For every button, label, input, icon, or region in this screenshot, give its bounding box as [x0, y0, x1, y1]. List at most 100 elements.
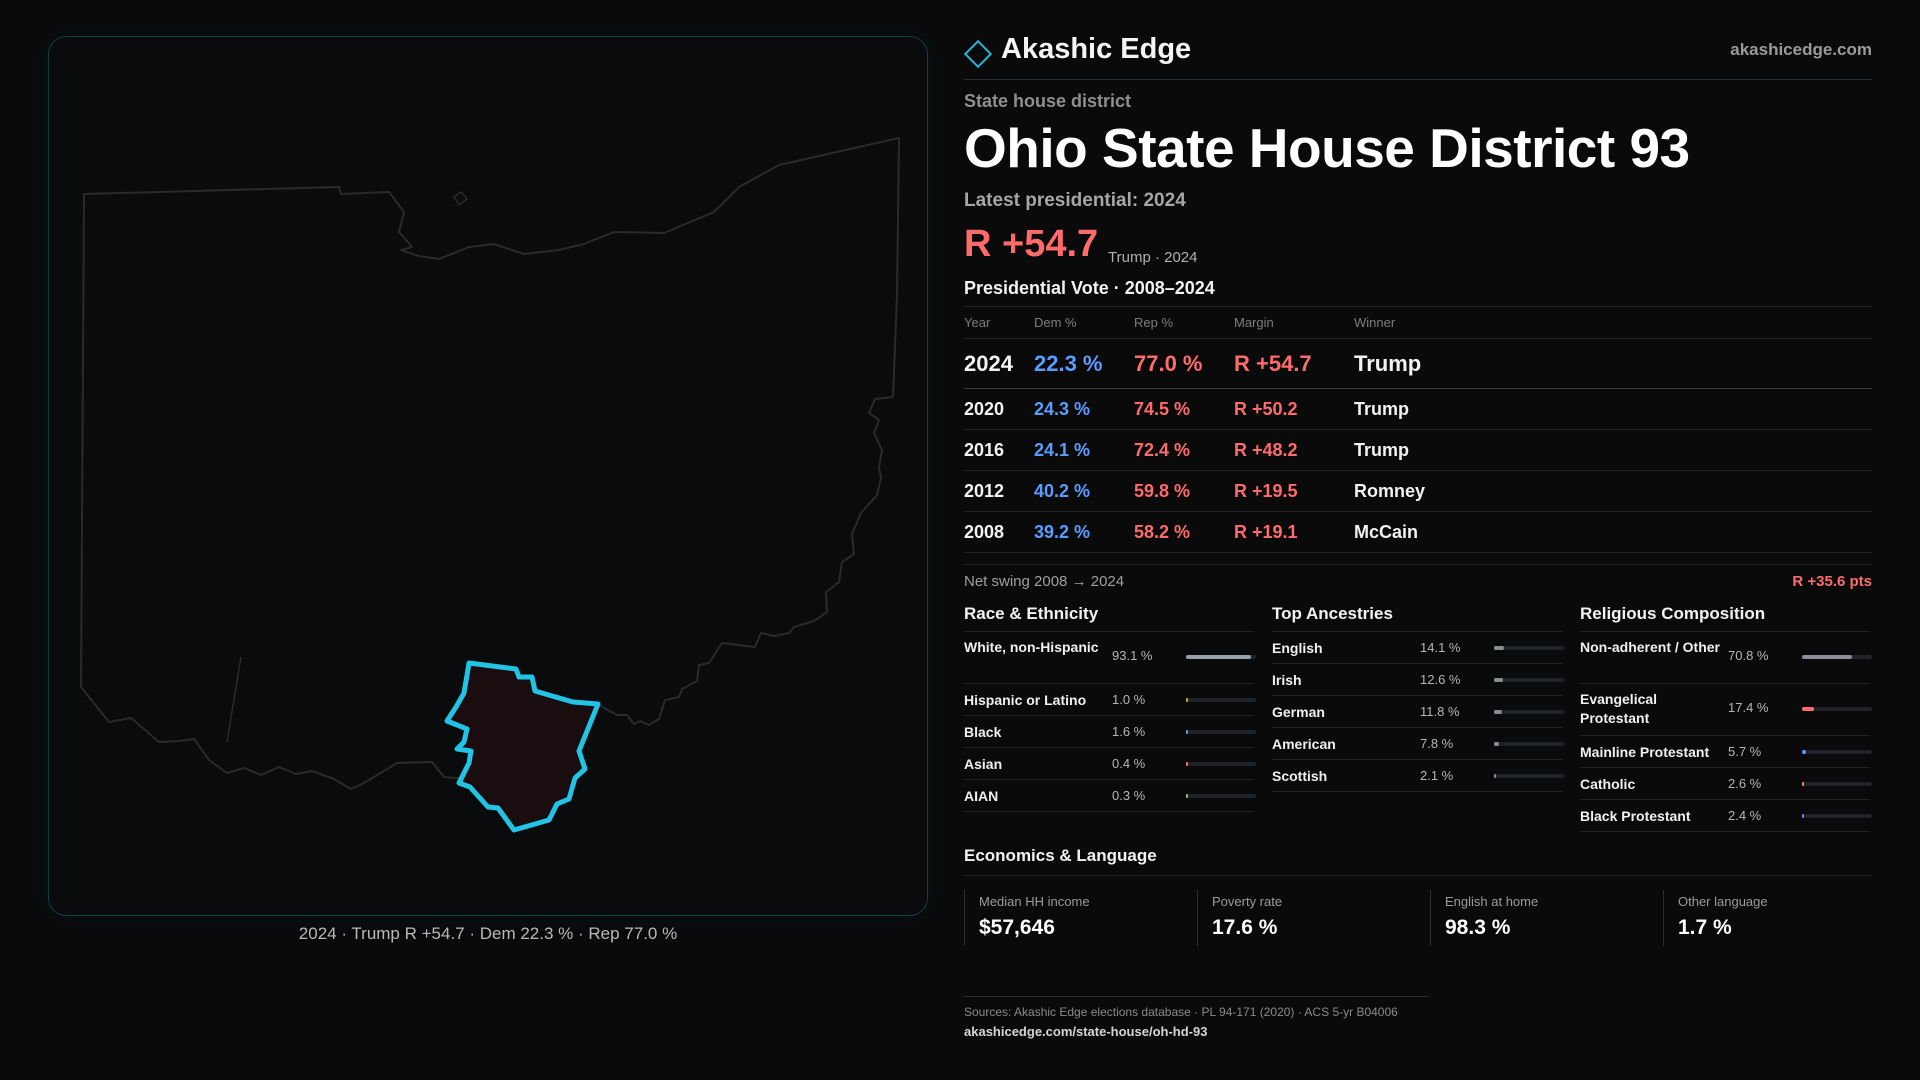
race-row: AIAN 0.3 %: [964, 780, 1256, 812]
race-value: 0.3 %: [1112, 788, 1146, 803]
race-bar-track: [1186, 730, 1256, 734]
ancestry-bar-track: [1494, 710, 1564, 714]
race-bar-fill: [1186, 655, 1252, 659]
religion-bar-fill: [1802, 655, 1852, 659]
ancestry-row: Scottish 2.1 %: [1272, 760, 1564, 792]
race-label: AIAN: [964, 788, 999, 804]
econ-english-at-home: English at home 98.3 %: [1430, 890, 1650, 946]
col-rep: Rep %: [1134, 306, 1234, 339]
ancestry-label: Irish: [1272, 672, 1302, 688]
race-label: White, non-Hispanic: [964, 639, 1099, 655]
cell-year: 2024: [964, 338, 1034, 389]
table-row: 2024 22.3 % 77.0 % R +54.7 Trump: [964, 338, 1872, 389]
ancestry-bar-fill: [1494, 742, 1500, 746]
district-map[interactable]: [49, 37, 928, 916]
table-row: 2008 39.2 % 58.2 % R +19.1 McCain: [964, 511, 1872, 553]
col-winner: Winner: [1354, 306, 1872, 339]
cell-margin: R +19.5: [1234, 470, 1354, 512]
religion-value: 2.4 %: [1728, 808, 1762, 823]
ancestry-bar-track: [1494, 678, 1564, 682]
cell-dem: 39.2 %: [1034, 511, 1134, 553]
religion-bar-fill: [1802, 782, 1804, 786]
diamond-logo-icon: [963, 39, 993, 69]
ancestry-bar-fill: [1494, 646, 1504, 650]
econ-label: Median HH income: [979, 894, 1090, 909]
brand-url-link[interactable]: akashicedge.com: [1730, 40, 1872, 59]
ancestry-label: German: [1272, 704, 1325, 720]
race-bar-track: [1186, 698, 1256, 702]
latest-margin: R +54.7: [964, 223, 1099, 265]
ancestry-value: 14.1 %: [1420, 640, 1461, 655]
econ-value: 17.6 %: [1212, 916, 1278, 939]
cell-dem: 40.2 %: [1034, 470, 1134, 512]
religion-bar-track: [1802, 750, 1872, 754]
sources-footer: Sources: Akashic Edge elections database…: [964, 996, 1429, 1039]
ancestry-value: 2.1 %: [1420, 768, 1454, 783]
cell-year: 2020: [964, 388, 1034, 430]
econ-label: Poverty rate: [1212, 894, 1283, 909]
cell-year: 2016: [964, 429, 1034, 471]
religion-bar-track: [1802, 782, 1872, 786]
sources-text: Sources: Akashic Edge elections database…: [964, 1005, 1398, 1019]
ancestry-row: Irish 12.6 %: [1272, 664, 1564, 696]
religion-bar-track: [1802, 814, 1872, 818]
ancestry-bar-track: [1494, 774, 1564, 778]
divider: [1197, 890, 1198, 946]
race-bar-fill: [1186, 730, 1188, 734]
econ-value: 1.7 %: [1678, 916, 1732, 939]
race-row: White, non-Hispanic 93.1 %: [964, 632, 1256, 684]
religion-bar-fill: [1802, 707, 1815, 711]
cell-rep: 59.8 %: [1134, 470, 1234, 512]
ancestry-value: 11.8 %: [1420, 704, 1460, 719]
religion-value: 5.7 %: [1728, 744, 1762, 759]
cell-margin: R +19.1: [1234, 511, 1354, 553]
religion-label: Black Protestant: [1580, 808, 1691, 824]
religion-row: Non-adherent / Other 70.8 %: [1580, 632, 1872, 684]
religion-section-title: Religious Composition: [1580, 602, 1870, 632]
race-ethnicity-section: Race & Ethnicity White, non-Hispanic 93.1…: [964, 602, 1256, 812]
ancestry-bar-fill: [1494, 678, 1503, 682]
race-bar-fill: [1186, 698, 1188, 702]
district-93-shape[interactable]: [444, 660, 601, 833]
religion-section: Religious Composition Non-adherent / Oth…: [1580, 602, 1872, 832]
econ-value: 98.3 %: [1445, 916, 1511, 939]
permalink[interactable]: akashicedge.com/state-house/oh-hd-93: [964, 1024, 1208, 1039]
ancestry-bar-track: [1494, 646, 1564, 650]
latest-presidential-label: Latest presidential: 2024: [964, 190, 1186, 211]
table-header-row: Year Dem % Rep % Margin Winner: [964, 306, 1872, 339]
state-outline: [80, 137, 900, 790]
econ-value: $57,646: [979, 916, 1055, 939]
religion-value: 2.6 %: [1728, 776, 1762, 791]
ancestry-label: American: [1272, 736, 1336, 752]
race-row: Black 1.6 %: [964, 716, 1256, 748]
cell-winner: Trump: [1354, 388, 1872, 430]
econ-poverty-rate: Poverty rate 17.6 %: [1197, 890, 1417, 946]
map-panel[interactable]: [48, 36, 928, 916]
race-value: 93.1 %: [1112, 648, 1153, 663]
vote-table-title: Presidential Vote · 2008–2024: [964, 278, 1215, 298]
religion-row: Evangelical Protestant 17.4 %: [1580, 684, 1872, 736]
cell-rep: 58.2 %: [1134, 511, 1234, 553]
religion-label: Non-adherent / Other: [1580, 639, 1721, 655]
religion-row: Catholic 2.6 %: [1580, 768, 1872, 800]
race-label: Asian: [964, 756, 1003, 772]
divider: [1663, 890, 1664, 946]
col-dem: Dem %: [1034, 306, 1134, 339]
religion-label: Evangelical Protestant: [1580, 691, 1658, 726]
cell-year: 2012: [964, 470, 1034, 512]
religion-value: 17.4 %: [1728, 700, 1769, 715]
religion-label: Mainline Protestant: [1580, 744, 1710, 760]
ancestry-label: English: [1272, 640, 1323, 656]
race-value: 1.0 %: [1112, 692, 1146, 707]
race-bar-fill: [1186, 762, 1188, 766]
cell-winner: McCain: [1354, 511, 1872, 553]
brand-header: Akashic Edge akashicedge.com: [963, 30, 1872, 80]
ancestry-section: Top Ancestries English 14.1 % Irish 12.6 % G…: [1272, 602, 1564, 792]
brand-name: Akashic Edge: [1001, 33, 1192, 65]
ancestry-bar-fill: [1494, 710, 1503, 714]
cell-dem: 24.3 %: [1034, 388, 1134, 430]
religion-bar-track: [1802, 707, 1872, 711]
race-row: Asian 0.4 %: [964, 748, 1256, 780]
race-bar-track: [1186, 794, 1256, 798]
table-row: 2020 24.3 % 74.5 % R +50.2 Trump: [964, 388, 1872, 430]
